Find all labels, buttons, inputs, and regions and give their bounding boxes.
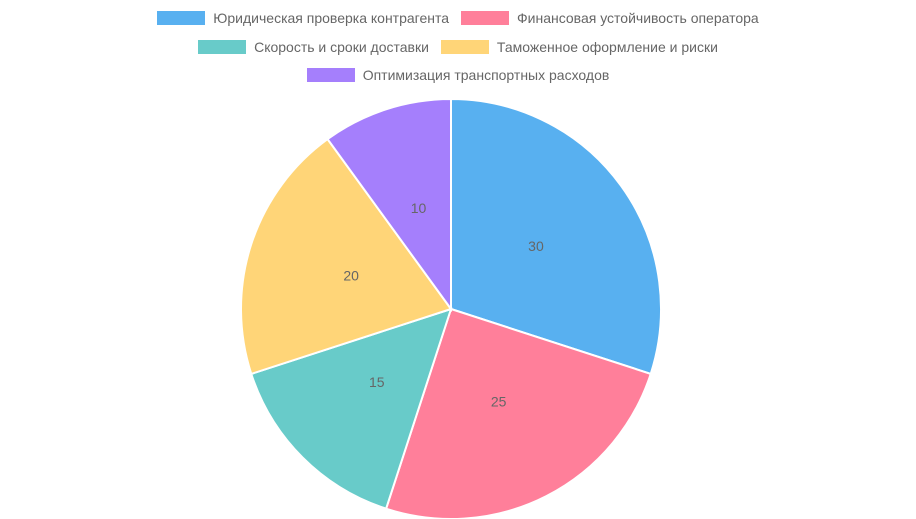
legend-item-customs[interactable]: Таможенное оформление и риски xyxy=(440,38,718,55)
pie-slice-delivery-speed[interactable] xyxy=(250,307,453,510)
legend-row: Оптимизация транспортных расходов xyxy=(0,61,916,90)
pie-slice-transport-costs[interactable] xyxy=(326,97,452,313)
data-label-financial-stability: 25 xyxy=(491,393,507,409)
data-label-customs: 20 xyxy=(343,267,359,283)
legend-swatch xyxy=(157,11,206,26)
legend-swatch xyxy=(306,68,355,83)
pie-slice-financial-stability[interactable] xyxy=(384,307,652,519)
pie-slice-customs[interactable] xyxy=(240,137,453,376)
legend-swatch xyxy=(198,39,247,54)
chart-legend: Юридическая проверка контрагента Финансо… xyxy=(0,0,916,90)
legend-swatch xyxy=(440,39,489,54)
data-label-transport-costs: 10 xyxy=(411,200,427,216)
data-label-legal-check: 30 xyxy=(528,238,544,254)
pie-slice-legal-check[interactable] xyxy=(450,97,662,376)
legend-item-delivery-speed[interactable]: Скорость и сроки доставки xyxy=(198,39,429,55)
legend-item-legal-check[interactable]: Юридическая проверка контрагента xyxy=(157,10,449,26)
data-label-delivery-speed: 15 xyxy=(369,374,385,390)
legend-row: Скорость и сроки доставки Таможенное офо… xyxy=(0,33,916,62)
legend-swatch xyxy=(461,11,510,26)
legend-item-transport-costs[interactable]: Оптимизация транспортных расходов xyxy=(306,67,610,84)
legend-label: Оптимизация транспортных расходов xyxy=(362,67,610,84)
legend-label: Скорость и сроки доставки xyxy=(254,38,429,55)
legend-label: Финансовая устойчивость оператора xyxy=(517,10,759,27)
legend-row: Юридическая проверка контрагента Финансо… xyxy=(0,4,916,33)
legend-item-financial-stability[interactable]: Финансовая устойчивость оператора xyxy=(461,10,759,26)
legend-label: Юридическая проверка контрагента xyxy=(213,10,450,27)
legend-label: Таможенное оформление и риски xyxy=(496,38,718,55)
